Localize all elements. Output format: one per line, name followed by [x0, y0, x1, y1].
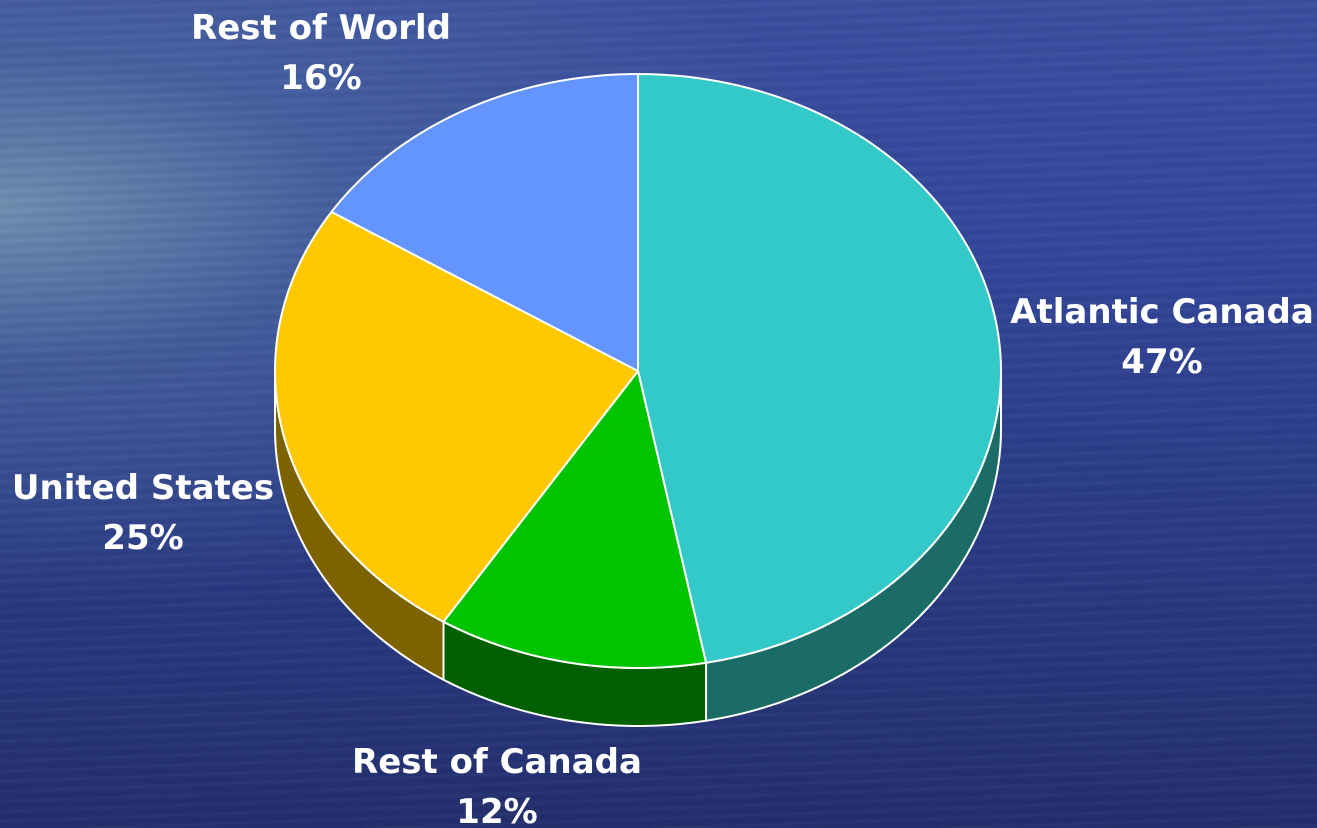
label-rest-of-canada-name: Rest of Canada — [352, 742, 642, 782]
label-atlantic-canada-value: 47% — [1121, 342, 1203, 382]
label-atlantic-canada-name: Atlantic Canada — [1010, 292, 1314, 332]
pie-top-group — [274, 73, 1002, 669]
label-united-states: United States 25% — [12, 463, 274, 563]
label-rest-of-world: Rest of World 16% — [191, 3, 451, 103]
pie-slice-rest-of-canada — [442, 370, 708, 669]
pie-slice-united-states — [274, 210, 639, 623]
pie-slice-atlantic-canada — [637, 73, 1002, 664]
label-rest-of-canada-value: 12% — [456, 792, 538, 828]
label-united-states-name: United States — [11, 468, 275, 508]
label-atlantic-canada: Atlantic Canada 47% — [1010, 287, 1314, 387]
pie-slice-rest-of-world — [330, 73, 639, 372]
label-rest-of-world-name: Rest of World — [191, 8, 451, 48]
label-united-states-value: 25% — [102, 518, 184, 558]
label-rest-of-canada: Rest of Canada 12% — [352, 737, 642, 828]
label-rest-of-world-value: 16% — [280, 58, 362, 98]
